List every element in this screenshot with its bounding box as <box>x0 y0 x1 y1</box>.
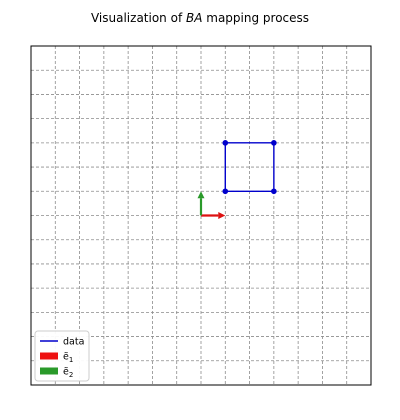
axes-frame <box>30 45 372 386</box>
chart-title: Visualization of BA mapping process <box>0 11 400 25</box>
chart-title-post: mapping process <box>202 11 310 25</box>
basis-vector-head-2 <box>197 191 205 199</box>
legend-label-main: ẽ <box>63 352 69 363</box>
legend-swatch-patch <box>40 367 58 375</box>
basis-vector-head-1 <box>218 212 226 219</box>
legend-swatch-patch <box>40 352 58 360</box>
legend-label-subscript: 2 <box>69 371 73 379</box>
legend-label-main: ẽ <box>63 367 69 378</box>
chart-title-italic: BA <box>185 11 203 25</box>
data-point <box>222 188 229 195</box>
data-point <box>271 188 277 195</box>
legend-label: ẽ1 <box>63 352 73 365</box>
legend-label-subscript: 1 <box>69 356 73 364</box>
data-point <box>222 140 229 146</box>
legend-label: ẽ2 <box>63 367 73 380</box>
chart-title-pre: Visualization of <box>90 11 186 25</box>
legend-label: data <box>63 337 84 348</box>
data-point <box>271 140 277 146</box>
